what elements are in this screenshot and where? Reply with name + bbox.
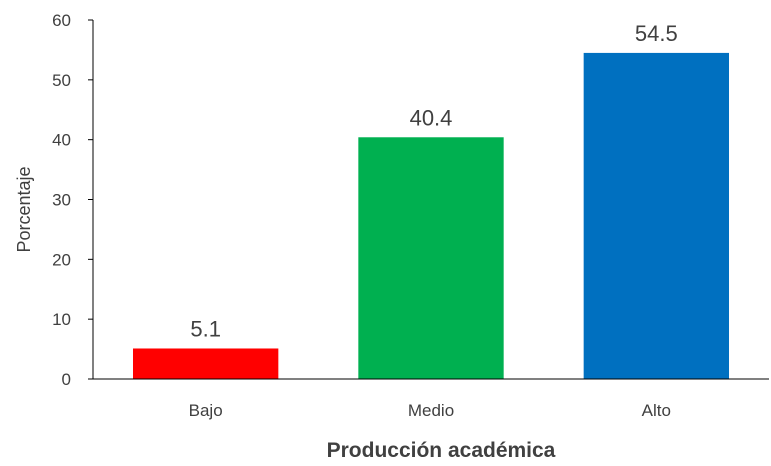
data-labels-group: 5.1 40.4 54.5: [190, 21, 677, 342]
y-tick-label: 20: [52, 250, 71, 269]
x-tick-label-bajo: Bajo: [189, 401, 223, 420]
y-axis-title: Porcentaje: [14, 166, 34, 252]
y-tick-label: 40: [52, 131, 71, 150]
bar-medio: [358, 137, 504, 379]
y-tick-label: 60: [52, 11, 71, 30]
data-label-alto: 54.5: [635, 21, 678, 46]
y-tick-label: 0: [62, 370, 71, 389]
x-axis-ticks: Bajo Medio Alto: [189, 401, 671, 420]
bar-bajo: [132, 348, 279, 379]
x-tick-label-alto: Alto: [642, 401, 671, 420]
x-axis-title: Producción académica: [327, 439, 556, 462]
y-tick-label: 50: [52, 71, 71, 90]
data-label-medio: 40.4: [410, 105, 453, 130]
y-tick-label: 10: [52, 310, 71, 329]
y-axis-ticks: 0 10 20 30 40 50 60: [52, 11, 93, 389]
bars-group: [132, 52, 730, 380]
bar-alto: [583, 52, 730, 380]
y-tick-label: 30: [52, 191, 71, 210]
x-tick-label-medio: Medio: [408, 401, 454, 420]
data-label-bajo: 5.1: [190, 316, 221, 341]
